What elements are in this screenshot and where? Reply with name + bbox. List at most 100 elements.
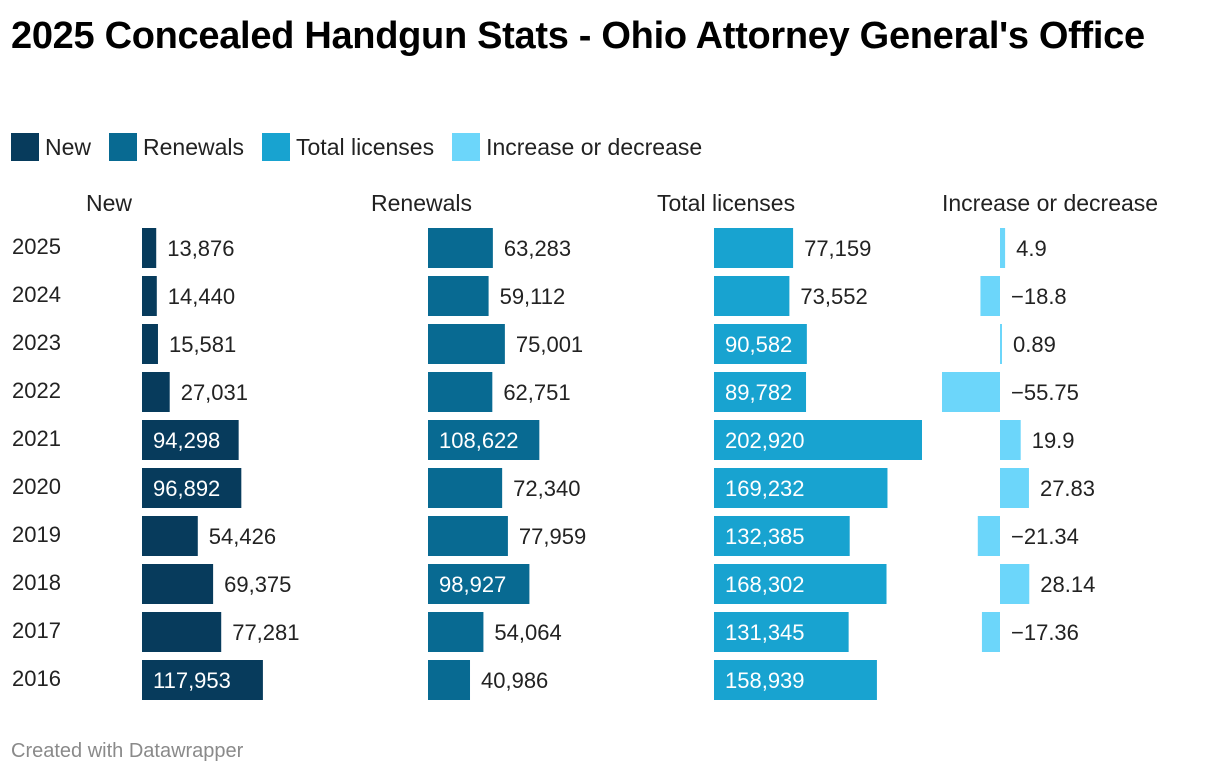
bar	[980, 276, 1000, 316]
bar	[714, 420, 922, 460]
legend-label: New	[45, 133, 92, 160]
data-label: 0.89	[1013, 332, 1056, 357]
data-label: 19.9	[1032, 428, 1075, 453]
bar	[1000, 564, 1030, 604]
bar	[428, 468, 503, 508]
legend-item: Total licenses	[262, 133, 434, 161]
data-label: 63,283	[504, 236, 571, 261]
bar	[714, 564, 887, 604]
category-label: 2019	[12, 522, 61, 547]
bar	[428, 276, 489, 316]
data-label: 132,385	[725, 524, 805, 549]
legend-swatch	[109, 133, 138, 161]
category-label: 2017	[12, 618, 61, 643]
data-label: −17.36	[1011, 620, 1079, 645]
bar	[142, 660, 263, 700]
bar	[142, 324, 158, 364]
bar	[428, 228, 493, 268]
data-label: −21.34	[1011, 524, 1079, 549]
category-label: 2020	[12, 474, 61, 499]
data-label: 90,582	[725, 332, 792, 357]
data-label: 27,031	[181, 380, 248, 405]
bar	[142, 420, 239, 460]
bar	[714, 324, 807, 364]
data-label: 168,302	[725, 572, 805, 597]
bar	[142, 468, 242, 508]
data-label: 28.14	[1040, 572, 1095, 597]
bar	[981, 612, 1000, 652]
data-label: 98,927	[439, 572, 506, 597]
panel-header: Total licenses	[657, 190, 795, 216]
bar	[1000, 324, 1002, 364]
data-label: 69,375	[224, 572, 291, 597]
bar	[142, 564, 214, 604]
bar	[1000, 228, 1006, 268]
chart-legend: New Renewals Total licenses Increase or dec…	[11, 130, 720, 164]
bar	[1000, 420, 1021, 460]
data-label: 158,939	[725, 668, 805, 693]
data-label: 77,959	[519, 524, 586, 549]
data-label: 59,112	[500, 284, 566, 309]
bar	[142, 612, 222, 652]
bar	[428, 564, 530, 604]
bar	[428, 612, 484, 652]
chart-svg: 2025 2024 2023 2022 2021 2020 2019 2018 2017 2016…	[12, 190, 1158, 700]
bar-chart-panels: 2025 2024 2023 2022 2021 2020 2019 2018 2017 2016…	[0, 180, 1220, 720]
legend-item: Increase or decrease	[452, 133, 702, 161]
data-label: 169,232	[725, 476, 805, 501]
data-label: 62,751	[503, 380, 570, 405]
panel-header: Increase or decrease	[942, 190, 1158, 216]
bar	[714, 228, 794, 268]
data-label: 75,001	[516, 332, 583, 357]
bar	[428, 324, 505, 364]
data-label: 54,426	[209, 524, 276, 549]
legend-swatch	[11, 133, 39, 161]
data-label: 15,581	[169, 332, 236, 357]
data-label: 77,159	[804, 236, 871, 261]
bar	[714, 516, 850, 556]
category-label: 2021	[12, 426, 61, 451]
bar	[942, 372, 1000, 412]
data-label: 77,281	[232, 620, 299, 645]
bar	[428, 420, 540, 460]
legend-swatch	[262, 133, 291, 161]
data-label: 89,782	[725, 380, 792, 405]
data-label: −18.8	[1011, 284, 1067, 309]
data-label: 117,953	[153, 668, 231, 693]
data-label: 108,622	[439, 428, 519, 453]
category-label: 2024	[12, 282, 61, 307]
category-label: 2018	[12, 570, 61, 595]
bar	[714, 372, 807, 412]
category-label: 2023	[12, 330, 61, 355]
bar	[714, 660, 877, 700]
data-label: 73,552	[800, 284, 867, 309]
data-label: −55.75	[1011, 380, 1079, 405]
bar	[428, 660, 471, 700]
data-label: 94,298	[153, 428, 220, 453]
data-label: 131,345	[725, 620, 805, 645]
category-label: 2016	[12, 666, 61, 691]
bar	[142, 276, 157, 316]
bar	[142, 516, 198, 556]
category-label: 2025	[12, 234, 61, 259]
credit-footer: Created with Datawrapper	[11, 740, 244, 762]
legend-item: New	[11, 133, 91, 161]
bar	[714, 276, 790, 316]
bar	[714, 468, 888, 508]
data-label: 27.83	[1040, 476, 1095, 501]
data-label: 72,340	[513, 476, 580, 501]
chart-title: 2025 Concealed Handgun Stats - Ohio Atto…	[11, 15, 1145, 57]
legend-label: Increase or decrease	[486, 133, 703, 160]
data-label: 13,876	[167, 236, 234, 261]
bar	[428, 372, 493, 412]
bar	[142, 228, 157, 268]
panel-header: Renewals	[371, 190, 472, 216]
data-label: 40,986	[481, 668, 548, 693]
legend-item: Renewals	[109, 133, 244, 161]
bar	[714, 612, 849, 652]
panel-header: New	[86, 190, 132, 216]
bar	[428, 516, 508, 556]
bar	[142, 372, 170, 412]
legend-swatch	[452, 133, 481, 161]
bar	[1000, 468, 1029, 508]
